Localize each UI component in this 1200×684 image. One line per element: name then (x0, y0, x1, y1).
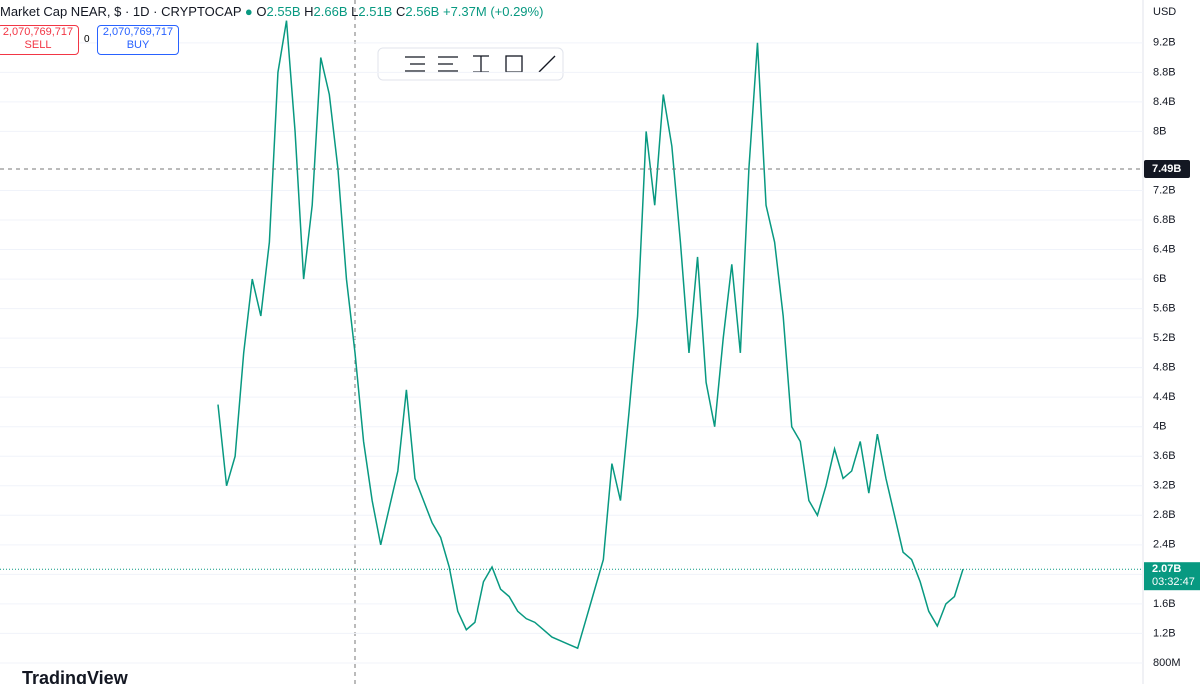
y-tick-label: 2.8B (1153, 509, 1176, 521)
toolbar (377, 47, 564, 81)
sell-price: 2,070,769,717 (2, 26, 74, 38)
logo: TradingView (22, 668, 129, 684)
y-tick-label: 6.8B (1153, 214, 1176, 226)
change: +7.37M (+0.29%) (442, 4, 544, 19)
legend: Market Cap NEAR, $ · 1D · CRYPTOCAP ● O2… (0, 4, 544, 19)
y-tick-label: 2.4B (1153, 539, 1176, 551)
crosshair-label-bg (1144, 160, 1190, 179)
buy-label: BUY (126, 39, 150, 51)
y-tick-label: 4.4B (1153, 391, 1176, 403)
y-tick-label: 8.8B (1153, 66, 1176, 78)
buy-price: 2,070,769,717 (102, 26, 174, 38)
y-tick-label: 4B (1153, 421, 1166, 433)
y-tick-label: 5.2B (1153, 332, 1176, 344)
symbol[interactable]: Market Cap NEAR, $ · 1D · CRYPTOCAP (0, 4, 242, 19)
y-tick-label: 6.4B (1153, 243, 1176, 255)
h: 2.66B (313, 4, 348, 19)
price-line (217, 20, 964, 650)
currency[interactable]: USD (1153, 6, 1176, 18)
y-tick-label: 800M (1153, 657, 1181, 669)
l: 2.51B (358, 4, 393, 19)
y-tick-label: 1.6B (1153, 598, 1176, 610)
h-label: H (304, 4, 314, 19)
short-position-tool[interactable] (438, 56, 458, 72)
spread: 0 (84, 34, 90, 45)
long-position-tool[interactable] (405, 56, 425, 72)
y-tick-label: 3.2B (1153, 480, 1176, 492)
sell-button[interactable]: 2,070,769,717 SELL (0, 25, 79, 55)
y-tick-label: 7.2B (1153, 184, 1176, 196)
o-label: O (256, 4, 267, 19)
y-tick-label: 5.6B (1153, 302, 1176, 314)
countdown: 03:32:47 (1152, 576, 1195, 588)
buy-button[interactable]: 2,070,769,717 BUY (97, 25, 179, 55)
y-tick-label: 3.6B (1153, 450, 1176, 462)
y-tick-label: 8.4B (1153, 96, 1176, 108)
line-tool[interactable] (538, 55, 556, 73)
y-tick-label: 1.2B (1153, 627, 1176, 639)
last-price-label: 2.07B (1152, 563, 1181, 575)
last-price-bg (1144, 562, 1200, 591)
c-label: C (395, 4, 406, 19)
y-tick-label: 8B (1153, 125, 1166, 137)
y-tick-label: 4.8B (1153, 362, 1176, 374)
o: 2.55B (266, 4, 301, 19)
l-label: L (351, 4, 359, 19)
toolbar-bg (377, 47, 564, 81)
y-tick-label: 6B (1153, 273, 1166, 285)
sell-label: SELL (24, 39, 52, 51)
crosshair-label: 7.49B (1152, 163, 1181, 175)
c: 2.56B (405, 4, 440, 19)
y-tick-label: 9.2B (1153, 37, 1176, 49)
